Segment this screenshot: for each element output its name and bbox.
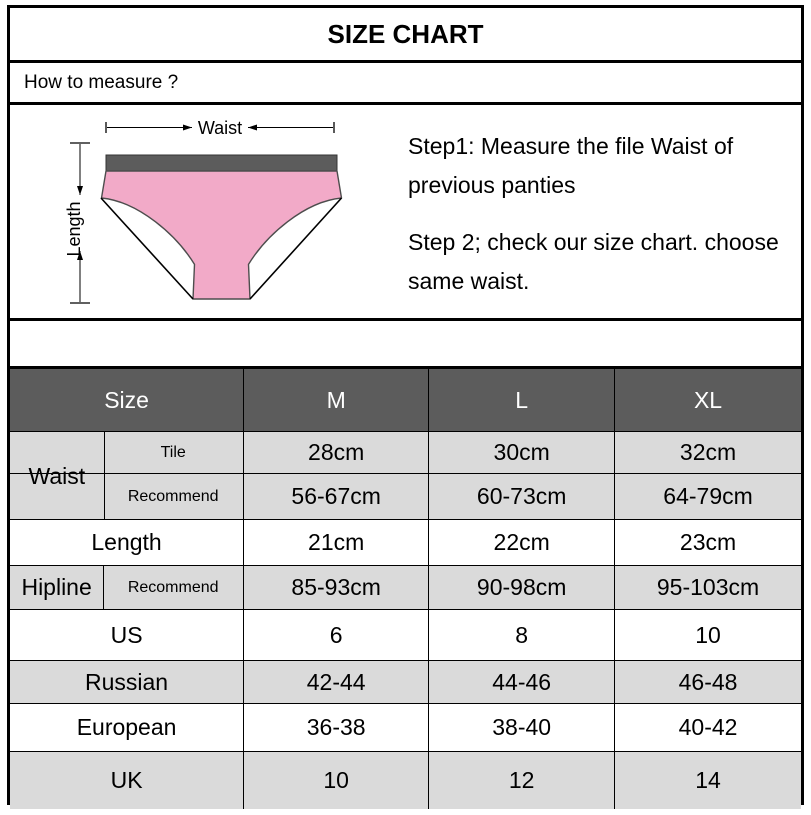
svg-text:Length: Length xyxy=(64,201,84,256)
svg-text:Waist: Waist xyxy=(198,118,242,138)
